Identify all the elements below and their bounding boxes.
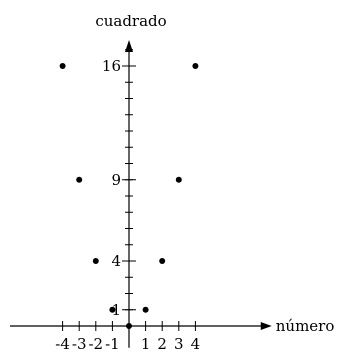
y-axis-arrow <box>125 40 133 52</box>
data-point <box>142 306 149 313</box>
axes <box>10 40 272 348</box>
y-tick-label: 4 <box>111 252 121 270</box>
x-tick-label: -1 <box>105 335 120 353</box>
y-tick-label: 1 <box>111 301 121 319</box>
x-tick-label: 3 <box>174 335 184 353</box>
x-axis-arrow <box>260 322 272 330</box>
y-tick-label: 9 <box>111 171 121 189</box>
y-ticks: 1 4 9 16 <box>102 49 136 319</box>
x-axis-label: número <box>276 317 335 335</box>
data-point <box>59 63 66 69</box>
data-point <box>76 176 83 183</box>
points <box>59 63 199 329</box>
x-tick-label: -4 <box>55 335 70 353</box>
x-tick-label: 1 <box>141 335 151 353</box>
y-axis-label: cuadrado <box>95 12 166 30</box>
y-tick-label: 16 <box>102 57 121 75</box>
data-point <box>192 63 199 69</box>
data-point <box>159 258 166 264</box>
data-point <box>92 258 99 264</box>
x-tick-label: 2 <box>157 335 167 353</box>
x-ticks: -4 -3 -2 -1 1 2 3 4 <box>55 321 200 353</box>
data-point <box>175 176 182 183</box>
x-tick-label: -3 <box>72 335 87 353</box>
x-tick-label: 4 <box>191 335 201 353</box>
data-point <box>126 323 132 329</box>
x-tick-label: -2 <box>88 335 103 353</box>
data-point <box>109 306 116 313</box>
